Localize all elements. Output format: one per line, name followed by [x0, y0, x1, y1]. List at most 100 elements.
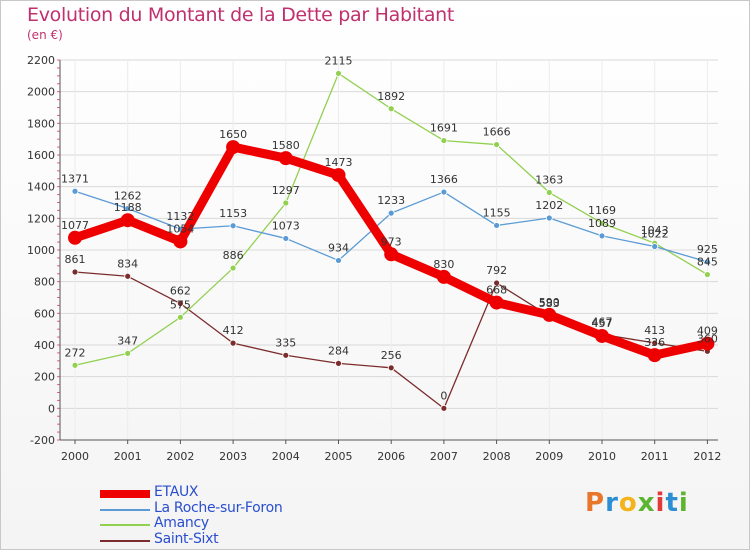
data-point-amancy	[493, 141, 501, 148]
data-point-amancy	[124, 349, 132, 357]
logo-letter: i	[678, 488, 689, 518]
data-label: 1666	[483, 126, 511, 139]
logo-letter: o	[618, 488, 638, 518]
data-point-la-roche-sur-foron	[440, 188, 448, 196]
y-tick-label: 200	[34, 371, 55, 384]
data-point-la-roche-sur-foron	[124, 205, 132, 212]
y-tick-label: 0	[48, 402, 55, 415]
data-labels: 861 834 662 412 335 284 256 0 792 583 467 413 360 272…	[61, 54, 718, 402]
data-label: 256	[381, 349, 402, 362]
legend-label: Amancy	[154, 515, 209, 531]
x-tick-label: 2008	[483, 450, 511, 463]
data-point-etaux	[700, 336, 715, 351]
x-tick-label: 2004	[272, 450, 300, 463]
data-label: 467	[592, 315, 613, 328]
data-label: 886	[223, 249, 244, 262]
x-tick-label: 2000	[61, 450, 89, 463]
data-label: 1366	[430, 173, 458, 186]
data-point-la-roche-sur-foron	[493, 222, 501, 229]
x-tick-label: 2005	[325, 450, 353, 463]
data-point-saint-sixt	[335, 359, 342, 367]
legend-swatch-amancy	[100, 524, 150, 526]
y-tick-label: -200	[30, 434, 55, 447]
data-label: 1650	[219, 128, 247, 141]
series-lines	[68, 70, 715, 412]
axes	[57, 59, 718, 444]
data-label: 360	[697, 332, 718, 345]
data-point-saint-sixt	[651, 339, 659, 347]
data-point-saint-sixt	[282, 351, 290, 359]
x-tick-label: 2003	[219, 450, 247, 463]
data-point-la-roche-sur-foron	[229, 222, 237, 230]
data-label: 1022	[641, 228, 669, 241]
proxiti-logo: Proxiti	[585, 488, 689, 518]
data-point-amancy	[598, 219, 606, 227]
data-label: 1043	[641, 224, 669, 237]
legend-label: La Roche-sur-Foron	[154, 499, 283, 516]
data-label: 1054	[166, 222, 194, 235]
data-label: 272	[65, 346, 86, 359]
data-point-amancy	[335, 70, 342, 77]
logo-letter: t	[665, 488, 679, 518]
data-label: 1892	[377, 90, 405, 103]
data-label: 409	[697, 325, 718, 338]
data-point-la-roche-sur-foron	[335, 257, 342, 264]
data-point-etaux	[542, 307, 557, 322]
x-tick-label: 2007	[430, 450, 458, 463]
data-label: 834	[117, 257, 138, 270]
legend-label: ETAUX	[154, 484, 199, 500]
logo-letter: r	[605, 488, 619, 518]
data-point-la-roche-sur-foron	[598, 232, 606, 240]
x-tick-label: 2010	[588, 450, 616, 463]
data-label: 347	[117, 334, 138, 347]
data-point-amancy	[71, 361, 79, 369]
logo-letter: i	[655, 488, 666, 518]
y-tick-label: 400	[34, 339, 55, 352]
y-axis-tick-labels: -200 0 200 400 600 800 1000 1200 1400 1600 1800 200…	[27, 54, 55, 447]
y-tick-label: 1600	[27, 149, 55, 162]
x-tick-label: 2011	[641, 450, 669, 463]
y-tick-label: 2200	[27, 54, 55, 67]
y-tick-label: 1800	[27, 117, 55, 130]
x-tick-label: 2012	[693, 450, 721, 463]
data-point-etaux	[647, 348, 662, 363]
data-point-amancy	[545, 189, 553, 196]
data-point-saint-sixt	[176, 300, 184, 307]
y-tick-label: 1000	[27, 244, 55, 257]
data-label: 1077	[61, 219, 89, 232]
data-label: 1297	[272, 184, 300, 197]
y-tick-label: 1400	[27, 181, 55, 194]
data-point-etaux	[120, 213, 135, 228]
grid-lines	[60, 59, 718, 441]
legend-label: Saint-Sixt	[154, 530, 219, 547]
data-label: 1089	[588, 217, 616, 230]
data-point-saint-sixt	[440, 404, 448, 412]
data-label: 668	[486, 284, 507, 297]
data-point-la-roche-sur-foron	[545, 214, 553, 222]
data-label: 412	[223, 324, 244, 337]
data-point-etaux	[331, 168, 346, 183]
logo-letter: P	[585, 488, 606, 518]
logo-letter: x	[637, 488, 656, 518]
data-label: 861	[65, 253, 86, 266]
data-point-saint-sixt	[387, 364, 395, 372]
chart-title: Evolution du Montant de la Dette par Hab…	[27, 4, 455, 26]
data-label: 973	[381, 235, 402, 248]
data-label: 1580	[272, 139, 300, 152]
data-label: 925	[697, 243, 718, 256]
data-point-amancy	[229, 264, 237, 272]
data-label: 590	[539, 296, 560, 309]
data-label: 845	[697, 256, 718, 269]
data-point-amancy	[176, 313, 184, 321]
data-point-saint-sixt	[493, 279, 501, 287]
data-point-etaux	[595, 328, 609, 343]
data-label: 413	[644, 324, 665, 337]
data-point-etaux	[226, 140, 241, 155]
data-point-amancy	[704, 271, 711, 278]
y-tick-label: 1200	[27, 212, 55, 225]
data-point-saint-sixt	[124, 272, 132, 280]
data-label: 575	[170, 298, 191, 311]
legend-swatch-saint-sixt	[100, 539, 150, 542]
unit-label: (en €)	[27, 28, 63, 42]
